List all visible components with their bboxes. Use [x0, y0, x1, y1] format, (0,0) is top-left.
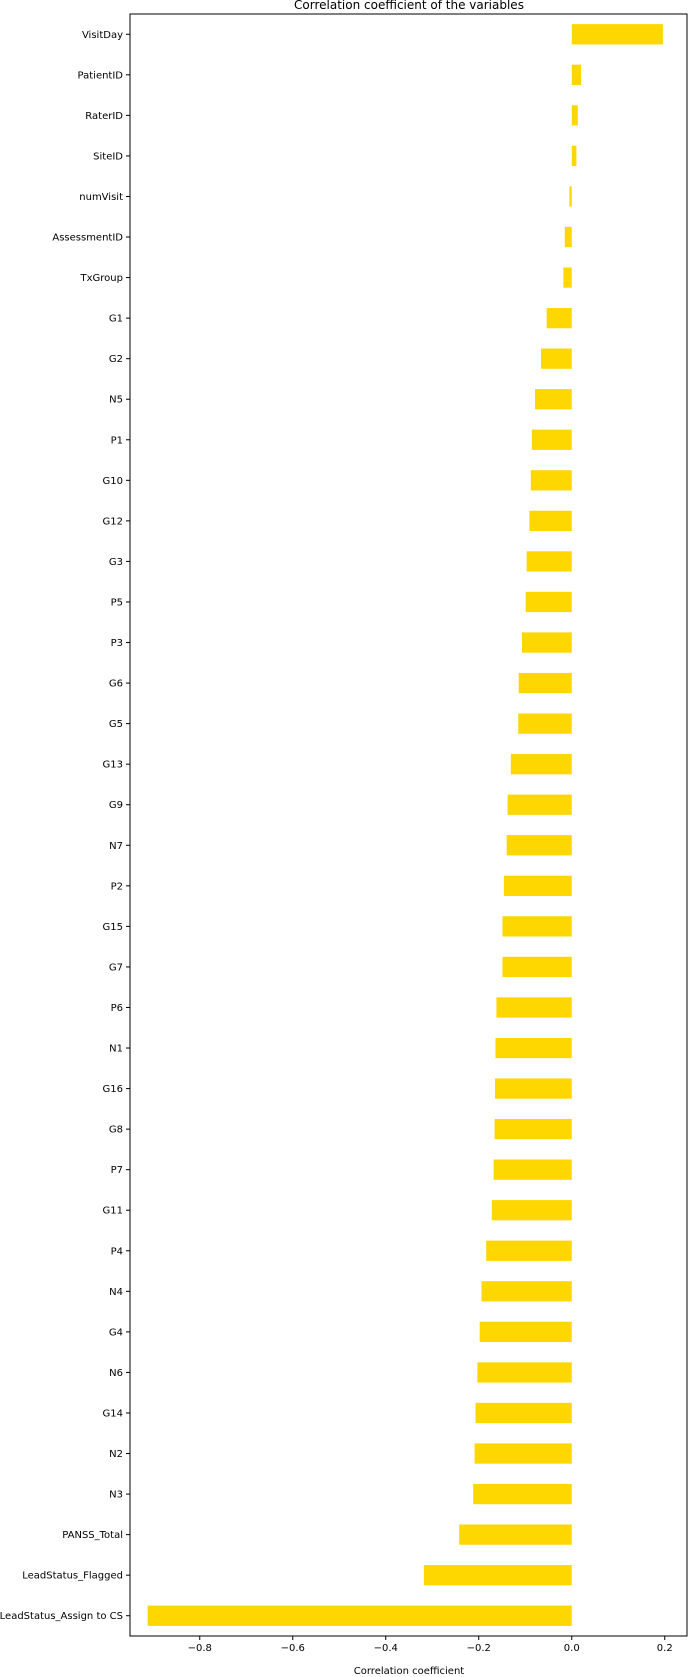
bar-p6: [496, 997, 572, 1018]
y-tick-label: G4: [109, 1327, 123, 1338]
y-tick-label: N4: [109, 1287, 123, 1298]
y-tick-label: N6: [109, 1368, 123, 1379]
y-tick-label: P7: [111, 1165, 123, 1176]
bar-n5: [535, 389, 572, 410]
y-tick-label: G3: [109, 557, 123, 568]
y-tick-label: P5: [111, 597, 123, 608]
bar-g3: [526, 551, 572, 572]
y-tick-label: N2: [109, 1449, 123, 1460]
bar-g15: [502, 916, 572, 937]
plot-frame: [129, 13, 688, 1637]
y-tick-label: N7: [109, 841, 123, 852]
y-tick-label: N1: [109, 1044, 123, 1055]
y-tick-label: P6: [111, 1003, 123, 1014]
y-tick-label: G9: [109, 800, 123, 811]
y-tick-label: P3: [111, 638, 123, 649]
bar-n2: [474, 1443, 572, 1464]
bar-patientid: [571, 64, 582, 85]
y-tick-label: G1: [109, 314, 123, 325]
x-tick-label: 0.0: [564, 1643, 580, 1654]
bar-g14: [475, 1402, 572, 1424]
y-tick-label: PatientID: [78, 70, 124, 81]
y-tick-labels: VisitDay PatientID RaterID SiteID numVisit As…: [0, 30, 130, 1622]
y-tick-label: G7: [109, 962, 123, 973]
y-tick-label: N5: [109, 395, 123, 406]
y-tick-label: G6: [109, 679, 123, 690]
bar-p5: [525, 591, 572, 613]
bar-txgroup: [563, 267, 572, 288]
y-tick-label: PANSS_Total: [62, 1530, 123, 1541]
bar-numvisit: [569, 186, 572, 207]
bar-g16: [495, 1078, 572, 1099]
bar-visitday: [571, 24, 663, 45]
bar-assessmentid: [564, 226, 572, 248]
bar-g5: [518, 713, 572, 734]
y-tick-label: TxGroup: [80, 273, 123, 284]
bar-g10: [530, 470, 572, 491]
y-tick-label: SiteID: [93, 151, 123, 162]
bar-g11: [491, 1200, 572, 1221]
bars-group: [147, 24, 663, 1626]
y-tick-label: G10: [103, 476, 123, 487]
y-tick-label: LeadStatus_Flagged: [22, 1571, 123, 1582]
x-tick-label: −0.8: [188, 1643, 212, 1654]
x-tick-label: −0.2: [467, 1643, 491, 1654]
y-tick-label: G11: [103, 1206, 123, 1217]
bar-panss-total: [459, 1524, 572, 1545]
y-tick-label: G14: [103, 1408, 123, 1419]
bar-g8: [494, 1118, 572, 1140]
bar-g1: [546, 307, 572, 329]
chart-title: Correlation coefficient of the variables: [294, 0, 524, 12]
y-tick-label: P1: [111, 435, 123, 446]
y-tick-label: G5: [109, 719, 123, 730]
y-tick-label: VisitDay: [82, 30, 123, 41]
bar-g13: [510, 754, 572, 775]
y-tick-label: G13: [103, 760, 123, 771]
bar-p3: [521, 632, 572, 653]
bar-g6: [518, 672, 572, 694]
bar-g7: [502, 956, 572, 978]
bar-p4: [486, 1240, 572, 1261]
bar-g12: [529, 510, 572, 532]
y-tick-label: AssessmentID: [52, 233, 123, 244]
bar-g4: [479, 1321, 572, 1343]
bar-n7: [506, 835, 572, 856]
y-tick-label: RaterID: [85, 111, 123, 122]
y-tick-label: G8: [109, 1125, 123, 1136]
bar-n6: [477, 1362, 572, 1383]
bar-leadstatus-assign-to-cs: [147, 1605, 572, 1626]
x-ticks: −0.8 −0.6 −0.4 −0.2 0.0 0.2: [188, 1636, 673, 1654]
y-tick-label: P4: [111, 1246, 123, 1257]
x-axis-label: Correlation coefficient: [354, 1666, 465, 1677]
y-tick-label: N3: [109, 1490, 123, 1501]
y-tick-label: G12: [103, 516, 123, 527]
y-tick-label: G15: [103, 922, 123, 933]
y-tick-label: LeadStatus_Assign to CS: [0, 1611, 123, 1622]
y-tick-label: P2: [111, 881, 123, 892]
bar-g9: [507, 794, 572, 815]
bar-raterid: [571, 105, 578, 126]
x-tick-label: 0.2: [657, 1643, 673, 1654]
bar-n4: [481, 1281, 572, 1302]
y-tick-label: G2: [109, 354, 123, 365]
bar-siteid: [571, 145, 577, 167]
x-tick-label: −0.6: [281, 1643, 305, 1654]
y-tick-label: numVisit: [79, 192, 123, 203]
x-tick-label: −0.4: [374, 1643, 398, 1654]
bar-leadstatus-flagged: [423, 1565, 572, 1586]
y-tick-label: G16: [103, 1084, 123, 1095]
bar-p7: [493, 1159, 572, 1180]
bar-n1: [495, 1037, 572, 1059]
bar-n3: [473, 1483, 572, 1505]
bar-p2: [503, 875, 572, 896]
bar-p1: [531, 429, 572, 450]
bar-g2: [541, 348, 572, 369]
